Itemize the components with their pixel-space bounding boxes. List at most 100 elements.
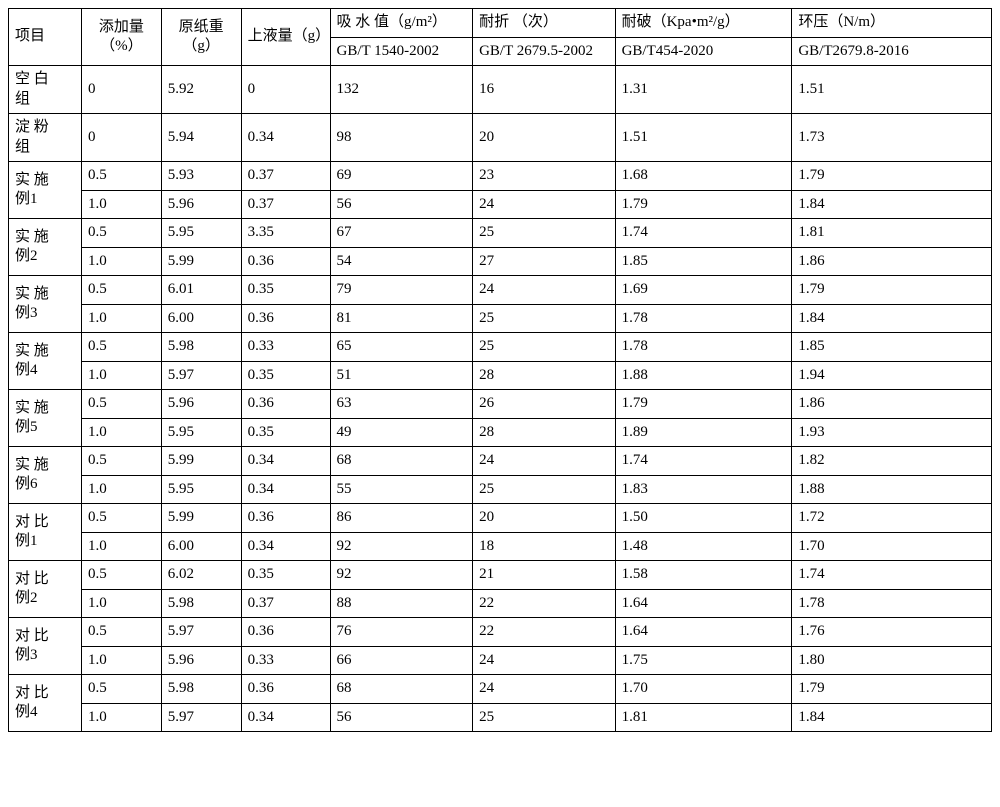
cell-add: 1.0 — [81, 703, 161, 732]
cell-add: 1.0 — [81, 532, 161, 561]
cell-wt: 5.97 — [161, 618, 241, 647]
cell-add: 0 — [81, 114, 161, 162]
table-row: 实 施例20.55.953.3567251.741.81 — [9, 219, 992, 248]
cell-fold: 16 — [473, 66, 616, 114]
cell-burst: 1.68 — [615, 162, 792, 191]
table-row: 实 施例60.55.990.3468241.741.82 — [9, 447, 992, 476]
hdr-ring: 环压（N/m） — [792, 9, 992, 38]
table-row: 1.05.950.3549281.891.93 — [9, 418, 992, 447]
cell-add: 0.5 — [81, 561, 161, 590]
cell-wt: 5.94 — [161, 114, 241, 162]
group-label: 实 施例3 — [9, 276, 82, 333]
cell-wt: 5.95 — [161, 475, 241, 504]
cell-fold: 25 — [473, 703, 616, 732]
cell-ring: 1.74 — [792, 561, 992, 590]
cell-fold: 24 — [473, 276, 616, 305]
cell-fold: 25 — [473, 304, 616, 333]
cell-abs: 92 — [330, 561, 473, 590]
table-row: 对 比例30.55.970.3676221.641.76 — [9, 618, 992, 647]
group-label: 对 比例4 — [9, 675, 82, 732]
cell-burst: 1.89 — [615, 418, 792, 447]
cell-ring: 1.85 — [792, 333, 992, 362]
cell-abs: 54 — [330, 247, 473, 276]
table-row: 1.05.970.3456251.811.84 — [9, 703, 992, 732]
cell-fold: 22 — [473, 589, 616, 618]
cell-liq: 3.35 — [241, 219, 330, 248]
cell-add: 1.0 — [81, 589, 161, 618]
hdr-add-amount: 添加量（%） — [81, 9, 161, 66]
cell-liq: 0.37 — [241, 589, 330, 618]
cell-burst: 1.78 — [615, 333, 792, 362]
cell-fold: 25 — [473, 475, 616, 504]
cell-add: 0.5 — [81, 447, 161, 476]
cell-liq: 0.35 — [241, 418, 330, 447]
cell-ring: 1.82 — [792, 447, 992, 476]
cell-ring: 1.70 — [792, 532, 992, 561]
group-label: 淀 粉组 — [9, 114, 82, 162]
table-row: 淀 粉组05.940.3498201.511.73 — [9, 114, 992, 162]
table-row: 1.05.960.3756241.791.84 — [9, 190, 992, 219]
hdr-absorption: 吸 水 值（g/m²） — [330, 9, 473, 38]
group-label: 实 施例1 — [9, 162, 82, 219]
cell-abs: 86 — [330, 504, 473, 533]
cell-abs: 88 — [330, 589, 473, 618]
cell-liq: 0.36 — [241, 247, 330, 276]
cell-ring: 1.72 — [792, 504, 992, 533]
cell-add: 1.0 — [81, 247, 161, 276]
cell-ring: 1.84 — [792, 703, 992, 732]
hdr-paper-weight: 原纸重（g） — [161, 9, 241, 66]
cell-abs: 69 — [330, 162, 473, 191]
cell-abs: 66 — [330, 646, 473, 675]
cell-fold: 25 — [473, 219, 616, 248]
cell-abs: 56 — [330, 190, 473, 219]
cell-abs: 132 — [330, 66, 473, 114]
table-row: 1.05.950.3455251.831.88 — [9, 475, 992, 504]
cell-burst: 1.81 — [615, 703, 792, 732]
cell-wt: 6.00 — [161, 532, 241, 561]
group-label: 空 白组 — [9, 66, 82, 114]
cell-wt: 5.95 — [161, 219, 241, 248]
cell-wt: 5.99 — [161, 447, 241, 476]
cell-wt: 5.96 — [161, 190, 241, 219]
hdr-fold: 耐折 （次） — [473, 9, 616, 38]
group-label: 实 施例5 — [9, 390, 82, 447]
cell-fold: 20 — [473, 504, 616, 533]
cell-fold: 24 — [473, 675, 616, 704]
table-row: 空 白组05.920132161.311.51 — [9, 66, 992, 114]
table-row: 1.06.000.3492181.481.70 — [9, 532, 992, 561]
cell-liq: 0.35 — [241, 276, 330, 305]
cell-fold: 22 — [473, 618, 616, 647]
cell-abs: 76 — [330, 618, 473, 647]
cell-ring: 1.84 — [792, 304, 992, 333]
cell-wt: 6.00 — [161, 304, 241, 333]
cell-liq: 0.36 — [241, 390, 330, 419]
cell-abs: 56 — [330, 703, 473, 732]
hdr-liquid-amount: 上液量（g） — [241, 9, 330, 66]
cell-abs: 63 — [330, 390, 473, 419]
table-row: 1.05.990.3654271.851.86 — [9, 247, 992, 276]
cell-wt: 5.93 — [161, 162, 241, 191]
cell-fold: 26 — [473, 390, 616, 419]
cell-burst: 1.48 — [615, 532, 792, 561]
cell-burst: 1.85 — [615, 247, 792, 276]
cell-wt: 5.95 — [161, 418, 241, 447]
cell-liq: 0.33 — [241, 646, 330, 675]
cell-burst: 1.75 — [615, 646, 792, 675]
group-label: 对 比例2 — [9, 561, 82, 618]
cell-burst: 1.64 — [615, 589, 792, 618]
cell-fold: 21 — [473, 561, 616, 590]
cell-add: 0.5 — [81, 276, 161, 305]
cell-ring: 1.94 — [792, 361, 992, 390]
cell-add: 0.5 — [81, 333, 161, 362]
cell-abs: 98 — [330, 114, 473, 162]
cell-burst: 1.78 — [615, 304, 792, 333]
cell-liq: 0.37 — [241, 162, 330, 191]
hdr-ring-std: GB/T2679.8-2016 — [792, 37, 992, 66]
cell-liq: 0.34 — [241, 532, 330, 561]
cell-ring: 1.51 — [792, 66, 992, 114]
cell-abs: 68 — [330, 675, 473, 704]
cell-liq: 0.35 — [241, 361, 330, 390]
data-table: 项目 添加量（%） 原纸重（g） 上液量（g） 吸 水 值（g/m²） 耐折 （… — [8, 8, 992, 732]
hdr-project: 项目 — [9, 9, 82, 66]
cell-add: 0.5 — [81, 504, 161, 533]
